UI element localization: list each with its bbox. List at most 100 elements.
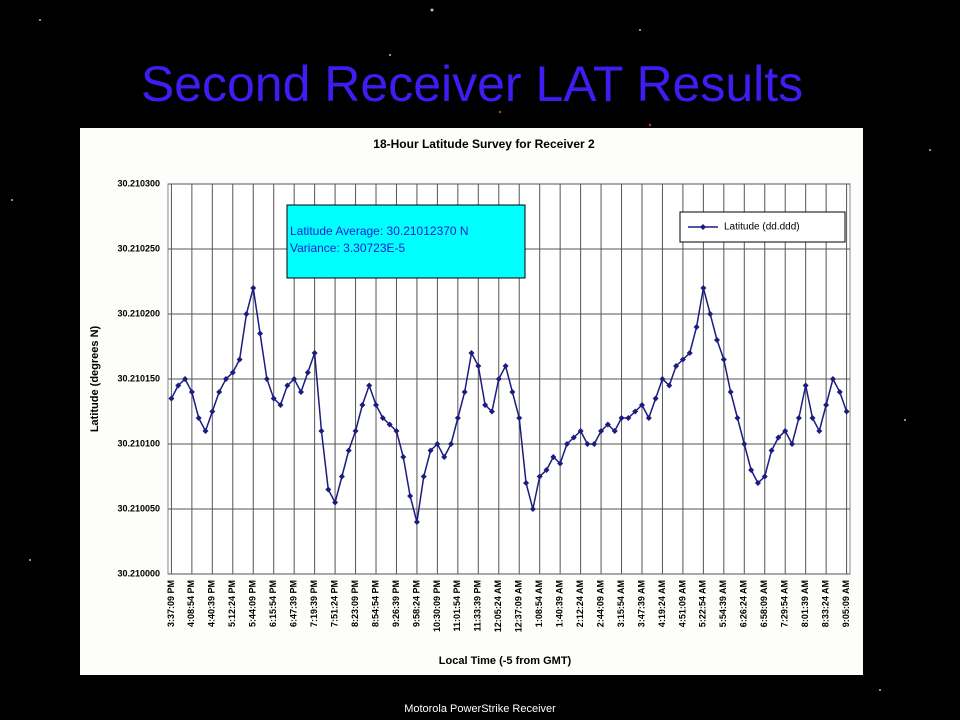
data-point xyxy=(236,356,243,363)
data-point xyxy=(495,376,502,382)
data-point xyxy=(741,441,748,447)
data-point xyxy=(366,382,373,389)
x-axis-title: Local Time (-5 from GMT) xyxy=(439,655,572,667)
data-point xyxy=(789,441,796,447)
data-point xyxy=(625,415,632,421)
data-point xyxy=(604,421,611,428)
data-point xyxy=(407,493,414,499)
data-point xyxy=(291,376,298,382)
data-point xyxy=(795,415,802,421)
x-tick-label: 10:30:09 PM xyxy=(432,580,442,632)
x-tick-label: 5:22:54 AM xyxy=(698,580,708,627)
data-point xyxy=(679,356,686,363)
x-tick-label: 3:15:54 AM xyxy=(616,580,626,627)
data-point xyxy=(816,428,823,434)
data-point xyxy=(297,389,304,395)
x-tick-label: 4:19:24 AM xyxy=(657,580,667,627)
data-point xyxy=(720,356,727,363)
data-point xyxy=(550,454,557,460)
x-tick-label: 6:58:09 AM xyxy=(759,580,769,627)
data-point xyxy=(482,402,489,408)
data-point xyxy=(748,467,755,473)
y-tick-label: 30.210000 xyxy=(117,568,160,578)
data-point xyxy=(216,389,223,395)
data-point xyxy=(175,382,182,389)
x-tick-label: 5:54:39 AM xyxy=(718,580,728,627)
data-point xyxy=(782,428,789,434)
x-tick-label: 2:44:09 AM xyxy=(595,580,605,627)
x-tick-label: 11:01:54 PM xyxy=(452,580,462,632)
data-point xyxy=(611,428,618,434)
data-point xyxy=(836,389,843,395)
data-point xyxy=(829,376,836,382)
data-point xyxy=(400,454,407,460)
x-tick-label: 1:40:39 AM xyxy=(555,580,565,627)
x-tick-label: 1:08:54 AM xyxy=(534,580,544,627)
data-point xyxy=(338,473,345,480)
data-point xyxy=(434,441,441,447)
data-point xyxy=(652,395,659,402)
annotation: Latitude Average: 30.21012370 N xyxy=(290,224,469,238)
chart-title: 18-Hour Latitude Survey for Receiver 2 xyxy=(373,137,595,151)
data-point xyxy=(714,337,721,343)
data-point xyxy=(523,480,530,486)
data-point xyxy=(325,486,332,493)
data-point xyxy=(461,389,468,395)
data-point xyxy=(509,389,516,395)
data-point xyxy=(591,441,598,447)
annotation-box xyxy=(286,204,526,279)
x-tick-label: 3:47:39 AM xyxy=(636,580,646,627)
data-point xyxy=(277,402,284,408)
data-point xyxy=(454,415,461,421)
data-point xyxy=(209,408,216,415)
data-point xyxy=(598,428,605,434)
x-tick-label: 12:37:09 AM xyxy=(514,580,524,632)
data-point xyxy=(666,382,673,389)
data-point xyxy=(632,408,639,415)
data-point xyxy=(659,376,666,382)
data-point xyxy=(318,428,325,434)
x-tick-label: 7:51:24 PM xyxy=(329,580,339,627)
data-point xyxy=(373,402,380,408)
data-point xyxy=(734,415,741,421)
data-point xyxy=(195,415,202,421)
x-tick-label: 8:23:09 PM xyxy=(350,580,360,627)
y-axis-title: Latitude (degrees N) xyxy=(89,325,101,432)
x-tick-label: 8:54:54 PM xyxy=(370,580,380,627)
data-point xyxy=(182,376,189,382)
x-tick-label: 4:08:54 PM xyxy=(186,580,196,627)
data-point xyxy=(345,447,352,454)
data-point xyxy=(843,408,850,415)
data-point xyxy=(563,441,570,447)
data-point xyxy=(570,434,577,441)
x-tick-label: 4:51:09 AM xyxy=(677,580,687,627)
y-tick-label: 30.210050 xyxy=(117,503,160,513)
data-point xyxy=(229,369,236,376)
data-point xyxy=(386,421,393,428)
x-tick-label: 6:26:24 AM xyxy=(739,580,749,627)
x-tick-label: 8:33:24 AM xyxy=(821,580,831,627)
footer: Motorola PowerStrike Receiver xyxy=(404,703,556,715)
data-point xyxy=(673,363,680,369)
data-point xyxy=(257,330,264,337)
data-point xyxy=(645,415,652,421)
y-tick-label: 30.210150 xyxy=(117,373,160,383)
x-tick-label: 5:44:09 PM xyxy=(248,580,258,627)
data-point xyxy=(536,473,543,480)
stars xyxy=(11,8,931,691)
data-point xyxy=(488,408,495,415)
data-point xyxy=(284,382,291,389)
legend-label: Latitude (dd.ddd) xyxy=(724,222,800,233)
x-tick-label: 4:40:39 PM xyxy=(207,580,217,627)
x-tick-label: 9:58:24 PM xyxy=(411,580,421,627)
data-point xyxy=(393,428,400,434)
data-point xyxy=(727,389,734,395)
data-point xyxy=(584,441,591,447)
x-tick-label: 6:15:54 PM xyxy=(268,580,278,627)
data-point xyxy=(768,447,775,454)
y-tick-label: 30.210250 xyxy=(117,243,160,253)
data-point xyxy=(263,376,270,382)
data-point xyxy=(448,441,455,447)
data-point xyxy=(243,311,250,317)
data-point xyxy=(516,415,523,421)
